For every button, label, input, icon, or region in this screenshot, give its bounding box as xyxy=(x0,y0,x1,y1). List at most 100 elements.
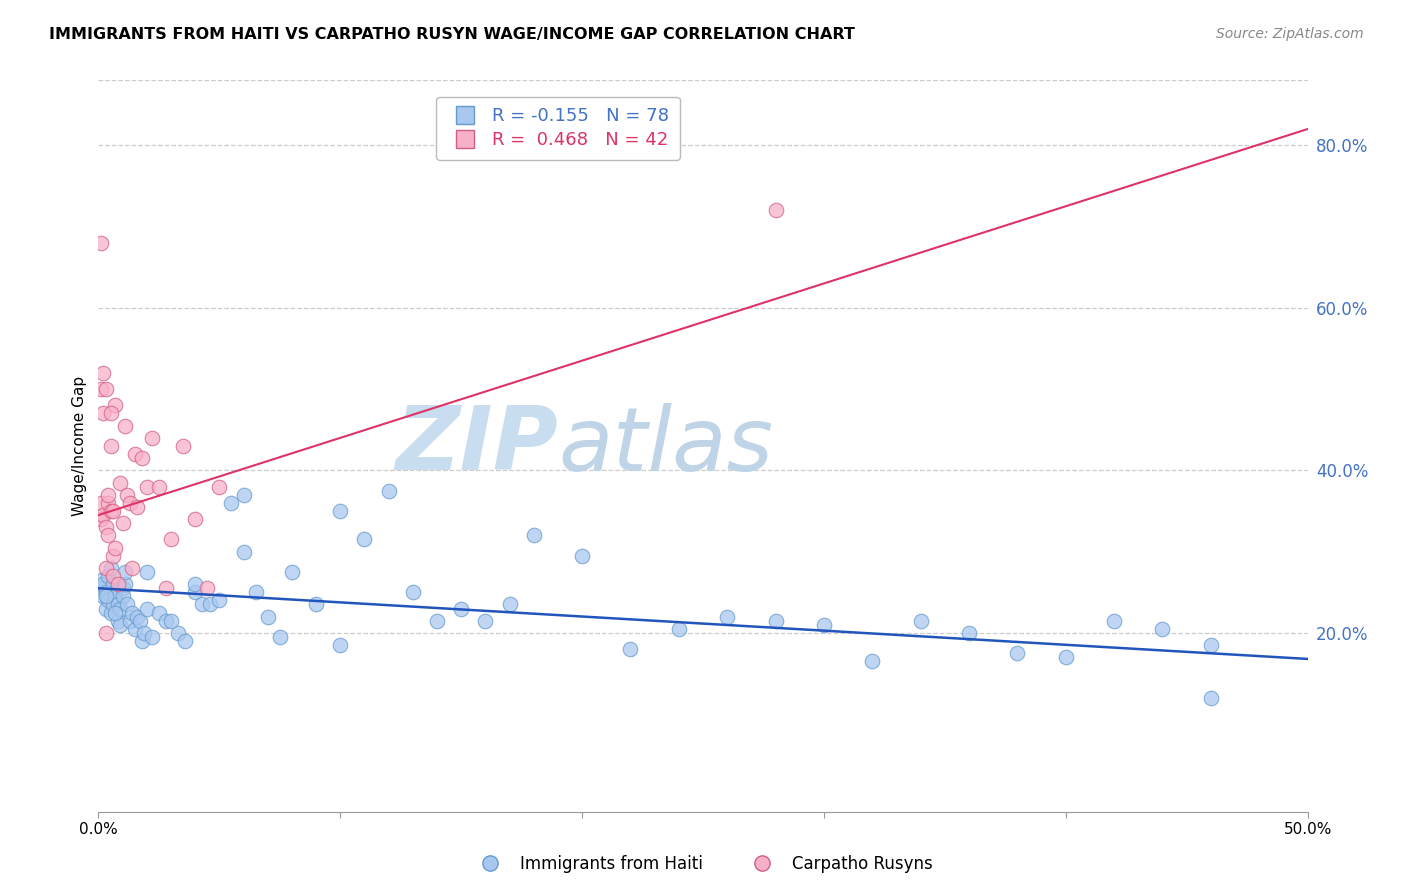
Point xyxy=(101,569,124,583)
Text: ZIP: ZIP xyxy=(395,402,558,490)
Point xyxy=(101,504,124,518)
Point xyxy=(101,549,124,563)
Point xyxy=(191,598,214,612)
Point xyxy=(269,630,291,644)
Point xyxy=(860,654,883,668)
Point xyxy=(90,573,112,587)
Point xyxy=(107,577,129,591)
Point xyxy=(160,614,183,628)
Point xyxy=(94,590,117,604)
Y-axis label: Wage/Income Gap: Wage/Income Gap xyxy=(72,376,87,516)
Point xyxy=(100,606,122,620)
Point xyxy=(208,593,231,607)
Point xyxy=(184,512,207,526)
Point xyxy=(402,585,425,599)
Point xyxy=(1102,614,1125,628)
Point xyxy=(148,480,170,494)
Point xyxy=(957,626,980,640)
Text: atlas: atlas xyxy=(558,403,773,489)
Point xyxy=(523,528,546,542)
Point xyxy=(90,235,112,250)
Point xyxy=(91,508,114,522)
Point xyxy=(305,598,328,612)
Point xyxy=(91,366,114,380)
Point xyxy=(117,488,139,502)
Point xyxy=(100,561,122,575)
Point xyxy=(101,598,124,612)
Point xyxy=(245,585,267,599)
Point xyxy=(1007,646,1029,660)
Point xyxy=(765,203,787,218)
Point xyxy=(131,451,153,466)
Point xyxy=(107,614,129,628)
Point xyxy=(127,500,149,514)
Point xyxy=(94,626,117,640)
Point xyxy=(135,601,157,615)
Point xyxy=(111,581,134,595)
Point xyxy=(716,609,738,624)
Point xyxy=(474,614,496,628)
Point xyxy=(97,569,120,583)
Point xyxy=(94,382,117,396)
Point xyxy=(135,480,157,494)
Point xyxy=(256,609,278,624)
Point xyxy=(232,544,254,558)
Point xyxy=(1199,690,1222,705)
Point xyxy=(91,407,114,421)
Point xyxy=(184,585,207,599)
Point xyxy=(108,617,131,632)
Point xyxy=(167,626,190,640)
Point xyxy=(91,577,114,591)
Point xyxy=(97,488,120,502)
Legend: Immigrants from Haiti, Carpatho Rusyns: Immigrants from Haiti, Carpatho Rusyns xyxy=(467,848,939,880)
Point xyxy=(910,614,932,628)
Point xyxy=(198,598,221,612)
Point xyxy=(90,581,112,595)
Point xyxy=(450,601,472,615)
Point xyxy=(104,541,127,555)
Point xyxy=(114,577,136,591)
Point xyxy=(118,496,141,510)
Point xyxy=(100,439,122,453)
Point xyxy=(131,634,153,648)
Point xyxy=(100,407,122,421)
Point xyxy=(134,626,156,640)
Point xyxy=(114,418,136,433)
Point xyxy=(90,512,112,526)
Point xyxy=(135,565,157,579)
Point xyxy=(329,638,352,652)
Point xyxy=(160,533,183,547)
Point xyxy=(155,581,177,595)
Point xyxy=(498,598,520,612)
Point xyxy=(111,516,134,531)
Point xyxy=(571,549,593,563)
Point xyxy=(94,520,117,534)
Point xyxy=(97,528,120,542)
Point xyxy=(108,475,131,490)
Point xyxy=(94,585,117,599)
Point xyxy=(184,577,207,591)
Point xyxy=(107,598,129,612)
Point xyxy=(221,496,243,510)
Point xyxy=(97,496,120,510)
Point xyxy=(111,590,134,604)
Point xyxy=(127,609,149,624)
Point xyxy=(124,622,146,636)
Text: IMMIGRANTS FROM HAITI VS CARPATHO RUSYN WAGE/INCOME GAP CORRELATION CHART: IMMIGRANTS FROM HAITI VS CARPATHO RUSYN … xyxy=(49,27,855,42)
Point xyxy=(141,630,163,644)
Point xyxy=(208,480,231,494)
Point xyxy=(118,614,141,628)
Point xyxy=(1199,638,1222,652)
Point xyxy=(114,565,136,579)
Point xyxy=(813,617,835,632)
Point xyxy=(1054,650,1077,665)
Point xyxy=(104,590,127,604)
Point xyxy=(765,614,787,628)
Point xyxy=(128,614,150,628)
Point xyxy=(668,622,690,636)
Point xyxy=(91,590,114,604)
Point xyxy=(426,614,449,628)
Point xyxy=(104,606,127,620)
Point xyxy=(100,504,122,518)
Point xyxy=(172,439,194,453)
